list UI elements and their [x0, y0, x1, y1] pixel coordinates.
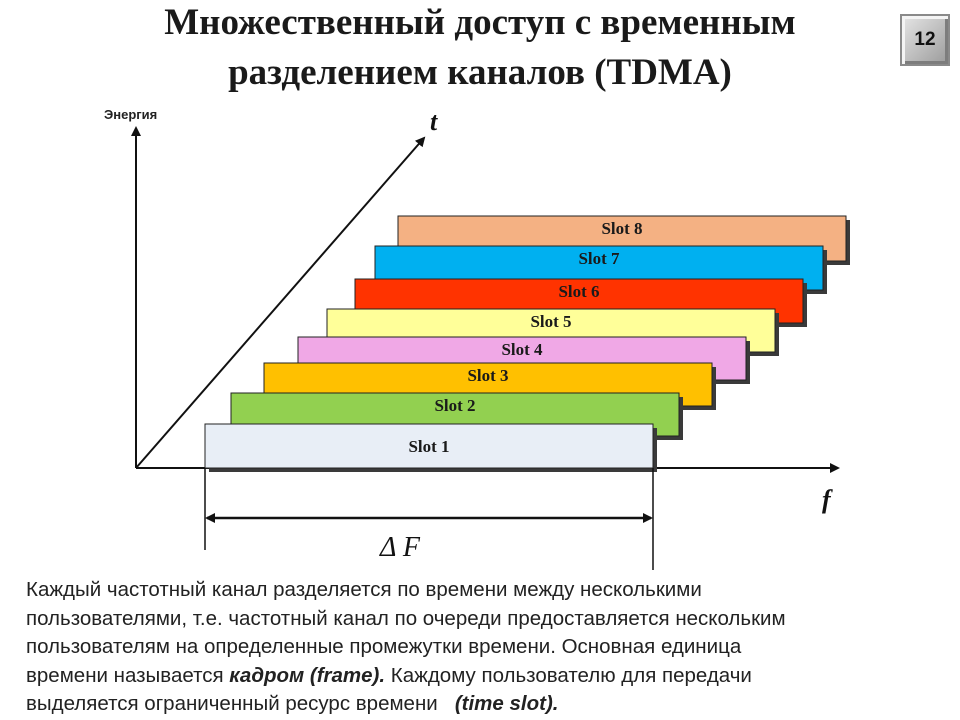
slot-3-label: Slot 3 [467, 366, 508, 385]
title-line-2: разделением каналов (TDMA) [228, 52, 732, 93]
description-line-5-start: выделяется ограниченный ресурс времени [26, 692, 455, 715]
description-line-4-end: Каждому пользователю для передачи [385, 663, 752, 687]
slot-6-label: Slot 6 [558, 282, 599, 301]
description-line-2: пользователями, т.е. частотный канал по … [26, 606, 786, 630]
description-line-5: выделяется ограниченный ресурс времени (… [26, 690, 946, 719]
slot-1: Slot 1 [204, 423, 657, 472]
slot-stack: Slot 8 Slot 7 Slot 6 Slot 5 Slot 4 Slot 3 Slot… [204, 215, 850, 472]
slot-7-label: Slot 7 [578, 249, 620, 268]
frame-term: кадром (frame). [229, 663, 386, 687]
band-width-label: Δ F [379, 532, 421, 563]
time-slot-term: (time slot). [454, 692, 559, 715]
slot-1-label: Slot 1 [408, 437, 449, 456]
description-line-4: времени называется кадром (frame). Каждо… [26, 662, 946, 691]
slot-1-bar [204, 423, 654, 469]
time-axis-label: t [430, 107, 438, 136]
description-line-1: Каждый частотный канал разделяется по вр… [26, 578, 702, 601]
energy-axis-label: Энергия [104, 107, 157, 122]
page-number-badge: 12 [900, 14, 950, 66]
slot-4-label: Slot 4 [501, 340, 543, 359]
slot-8-label: Slot 8 [601, 219, 642, 238]
description-text: Каждый частотный канал разделяется по вр… [26, 576, 946, 719]
title-line-1: Множественный доступ с временным [164, 2, 796, 43]
slot-5-label: Slot 5 [530, 312, 571, 331]
time-axis [135, 136, 426, 469]
description-line-4-start: времени называется [26, 663, 230, 687]
slot-2-label: Slot 2 [434, 396, 475, 415]
frequency-axis-label: f [822, 485, 833, 514]
description-line-3: пользователям на определенные промежутки… [26, 635, 742, 658]
slide-title: Множественный доступ с временным разделе… [80, 0, 880, 98]
